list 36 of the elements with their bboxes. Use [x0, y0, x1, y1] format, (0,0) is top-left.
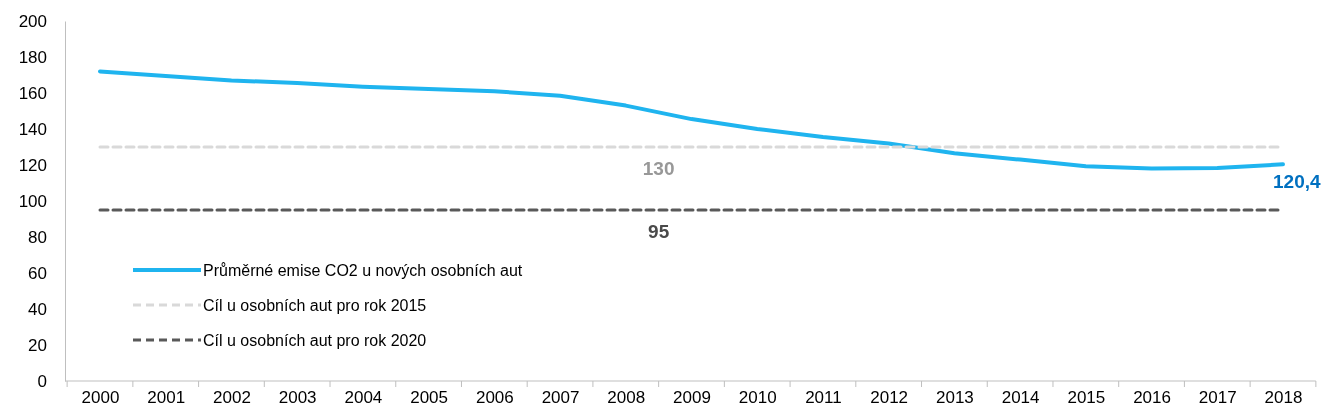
- x-tick-label: 2010: [738, 388, 777, 408]
- x-tick-label: 2017: [1198, 388, 1237, 408]
- y-tick-label: 60: [28, 263, 47, 283]
- legend-label: Průměrné emise CO2 u nových osobních aut: [203, 262, 523, 279]
- x-tick-label: 2003: [278, 388, 317, 408]
- data-label: 120,4: [1273, 171, 1321, 193]
- x-tick-label: 2009: [673, 388, 711, 408]
- y-tick-label: 180: [18, 47, 47, 67]
- y-tick-label: 80: [28, 227, 47, 247]
- y-tick-label: 20: [28, 335, 47, 355]
- y-tick-label: 40: [28, 299, 47, 319]
- data-label: 95: [648, 221, 670, 242]
- x-tick-label: 2005: [410, 388, 449, 408]
- x-tick-label: 2001: [147, 388, 186, 408]
- legend-label: Cíl u osobních aut pro rok 2015: [203, 297, 427, 314]
- y-tick-label: 140: [18, 119, 47, 139]
- y-tick-label: 120: [18, 155, 47, 175]
- data-label: 130: [642, 158, 675, 179]
- x-tick-label: 2016: [1133, 388, 1171, 408]
- x-tick-label: 2002: [213, 388, 251, 408]
- x-tick-label: 2006: [475, 388, 514, 408]
- x-tick-label: 2008: [607, 388, 646, 408]
- y-tick-label: 200: [18, 11, 47, 31]
- x-tick-label: 2011: [805, 388, 842, 408]
- y-tick-label: 160: [18, 83, 47, 103]
- legend-label: Cíl u osobních aut pro rok 2020: [203, 332, 427, 349]
- x-tick-label: 2013: [935, 388, 974, 408]
- x-tick-label: 2004: [344, 388, 383, 408]
- x-tick-label: 2014: [1001, 388, 1040, 408]
- x-tick-label: 2015: [1067, 388, 1106, 408]
- x-tick-label: 2000: [81, 388, 120, 408]
- y-tick-label: 100: [18, 191, 47, 211]
- x-tick-label: 2012: [870, 388, 909, 408]
- y-tick-label: 0: [37, 371, 47, 391]
- x-tick-label: 2018: [1264, 388, 1303, 408]
- x-tick-label: 2007: [541, 388, 580, 408]
